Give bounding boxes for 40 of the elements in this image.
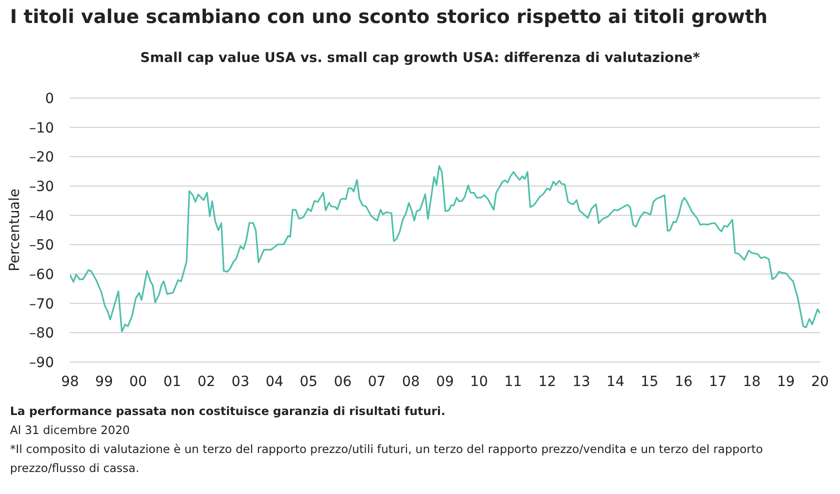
y-tick-label: –20 — [29, 150, 54, 166]
x-tick-label: 19 — [776, 374, 795, 390]
text: *Il composito di valutazione è un terzo del rapporto prezzo/utili futuri, un terzo del rapporto prezzo/vendita e un terzo del rapporto prezzo/flusso di cassa. — [10, 441, 764, 477]
x-tick-label: 02 — [197, 374, 216, 390]
y-axis-title: Percentuale — [6, 188, 23, 272]
x-tick-label: 11 — [504, 374, 522, 390]
x-tick-label: 12 — [538, 374, 556, 390]
x-tick-label: 04 — [266, 374, 284, 390]
x-tick-label: 99 — [95, 374, 114, 390]
x-tick-label: 05 — [300, 374, 318, 390]
y-tick-label: 0 — [45, 90, 54, 107]
y-tick-label: –80 — [29, 326, 54, 342]
x-tick-label: 13 — [572, 374, 590, 390]
x-tick-label: 03 — [232, 374, 250, 390]
x-tick-label: 01 — [163, 374, 182, 390]
chart-title: I titoli value scambiano con uno sconto storico rispetto ai titoli growth — [10, 6, 768, 28]
y-tick-label: –70 — [29, 296, 54, 312]
x-tick-label: 17 — [708, 374, 727, 390]
x-tick-label: 06 — [334, 374, 352, 390]
text: La performance passata non costituisce garanzia di risultati futuri. — [10, 403, 446, 420]
x-tick-label: 10 — [470, 374, 488, 390]
x-tick-label: 98 — [61, 374, 79, 390]
x-tick-label: 16 — [674, 374, 693, 390]
text: Al 31 dicembre 2020 — [10, 422, 131, 439]
x-tick-label: 00 — [129, 374, 148, 390]
x-tick-label: 08 — [402, 374, 420, 390]
x-tick-label: 09 — [436, 374, 454, 390]
x-tick-label: 18 — [742, 374, 761, 390]
chart-subtitle: Small cap value USA vs. small cap growth USA: differenza di valutazione* — [139, 50, 701, 66]
y-tick-label: –60 — [29, 266, 54, 283]
x-tick-label: 14 — [606, 374, 624, 390]
x-tick-label: 07 — [368, 374, 386, 390]
y-tick-label: –90 — [29, 354, 54, 371]
line-series — [70, 165, 820, 332]
x-tick-label: 15 — [640, 374, 658, 390]
y-tick-label: –40 — [29, 208, 54, 224]
y-tick-label: –50 — [29, 238, 54, 254]
x-tick-label: 20 — [811, 374, 829, 390]
y-tick-label: –10 — [29, 120, 54, 136]
y-tick-label: –30 — [29, 178, 54, 195]
